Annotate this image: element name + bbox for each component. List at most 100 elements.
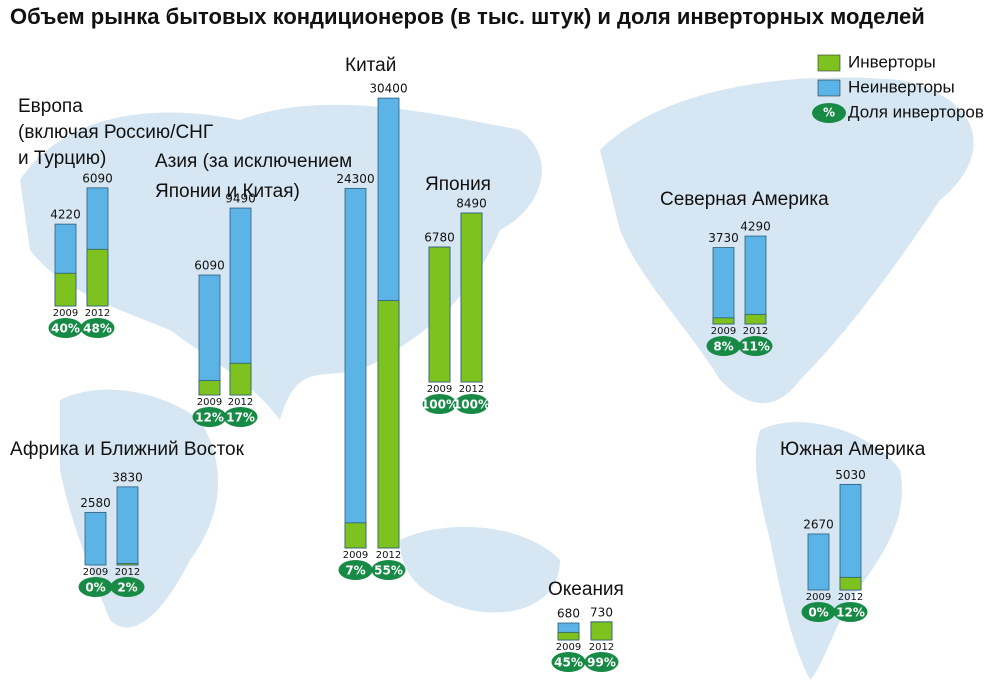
share-badge (454, 394, 489, 414)
share-badge (48, 318, 83, 338)
region-label: Европа (18, 96, 83, 117)
total-label: 6090 (82, 171, 113, 185)
total-label: 6090 (194, 259, 225, 273)
share-badge (192, 407, 227, 427)
total-label: 3730 (708, 231, 739, 245)
total-label: 680 (557, 607, 580, 621)
total-label: 9490 (225, 192, 256, 206)
total-label: 30400 (369, 82, 407, 96)
share-badge (422, 394, 457, 414)
bar-non-inverter (116, 486, 139, 566)
share-label: 12% (195, 411, 224, 425)
bar-inverter (229, 362, 252, 396)
bar-inverter (54, 272, 77, 307)
share-badge (223, 407, 258, 427)
share-label: 11% (741, 340, 770, 354)
year-label: 2012 (459, 384, 484, 395)
total-label: 4290 (740, 220, 771, 234)
bar-inverter (198, 380, 221, 396)
year-label: 2009 (197, 397, 222, 408)
bar-inverter (344, 522, 367, 549)
share-label: 45% (554, 656, 583, 670)
year-label: 2009 (53, 308, 78, 319)
bar-non-inverter (744, 235, 767, 325)
bar-non-inverter (807, 533, 830, 591)
region-label: Океания (548, 579, 624, 600)
year-label: 2009 (556, 642, 581, 653)
total-label: 4220 (50, 208, 81, 222)
legend-swatch (817, 79, 841, 97)
bar-non-inverter (839, 483, 862, 591)
region-label: Япония (425, 174, 491, 195)
share-badge (738, 336, 773, 356)
share-badge (584, 652, 619, 672)
year-label: 2012 (376, 550, 401, 561)
share-badge (551, 652, 586, 672)
year-label: 2009 (427, 384, 452, 395)
bar-inverter (590, 621, 613, 641)
share-badge (801, 602, 836, 622)
share-label: 99% (587, 656, 616, 670)
total-label: 2580 (80, 496, 111, 510)
region-label: Северная Америка (660, 189, 829, 210)
legend: Инверторы Неинверторы % Доля инверторов (812, 52, 984, 123)
total-label: 8490 (456, 197, 487, 211)
share-badge (833, 602, 868, 622)
share-label: 17% (226, 411, 255, 425)
total-label: 2670 (803, 517, 834, 531)
year-label: 2012 (115, 567, 140, 578)
bar-inverter (744, 313, 767, 325)
total-label: 24300 (336, 172, 374, 186)
legend-swatch (812, 103, 846, 123)
year-label: 2012 (589, 642, 614, 653)
bar-non-inverter (84, 511, 107, 566)
year-label: 2012 (838, 592, 863, 603)
bar-non-inverter (712, 247, 735, 325)
legend-symbol: % (823, 106, 835, 120)
share-label: 100% (453, 398, 490, 412)
share-label: 40% (51, 322, 80, 336)
region-label: Японии и Китая) (155, 181, 300, 202)
region-label: и Турцию) (18, 148, 106, 169)
bar-inverter (460, 212, 483, 383)
share-label: 48% (83, 322, 112, 336)
legend-label: Инверторы (848, 52, 936, 71)
total-label: 730 (590, 605, 613, 619)
chart-title: Объем рынка бытовых кондиционеров (в тыс… (10, 4, 925, 29)
share-label: 8% (713, 340, 733, 354)
year-label: 2009 (343, 550, 368, 561)
total-label: 5030 (835, 468, 866, 482)
share-badge (110, 577, 145, 597)
total-label: 6780 (424, 231, 455, 245)
bar-inverter (712, 317, 735, 325)
year-label: 2009 (711, 326, 736, 337)
region-label: Южная Америка (780, 439, 926, 460)
share-badge (706, 336, 741, 356)
share-badge (338, 560, 373, 580)
year-label: 2012 (85, 308, 110, 319)
legend-label: Неинверторы (848, 77, 955, 96)
bar-non-inverter (198, 274, 221, 396)
region-label: Азия (за исключением (155, 151, 352, 172)
share-badge (80, 318, 115, 338)
year-label: 2012 (743, 326, 768, 337)
region-label: (включая Россию/СНГ (18, 122, 213, 143)
bar-non-inverter (344, 187, 367, 549)
year-label: 2009 (806, 592, 831, 603)
total-label: 3830 (112, 470, 143, 484)
bar-inverter (116, 563, 139, 566)
bar-inverter (86, 248, 109, 307)
share-label: 0% (85, 581, 105, 595)
region-label: Африка и Ближний Восток (10, 439, 245, 460)
year-label: 2009 (83, 567, 108, 578)
world-map (20, 77, 974, 680)
share-label: 0% (808, 606, 828, 620)
share-label: 2% (117, 581, 137, 595)
share-label: 12% (836, 606, 865, 620)
legend-swatch (817, 54, 841, 72)
share-badge (371, 560, 406, 580)
bar-inverter (557, 631, 580, 641)
year-label: 2012 (228, 397, 253, 408)
share-badge (78, 577, 113, 597)
